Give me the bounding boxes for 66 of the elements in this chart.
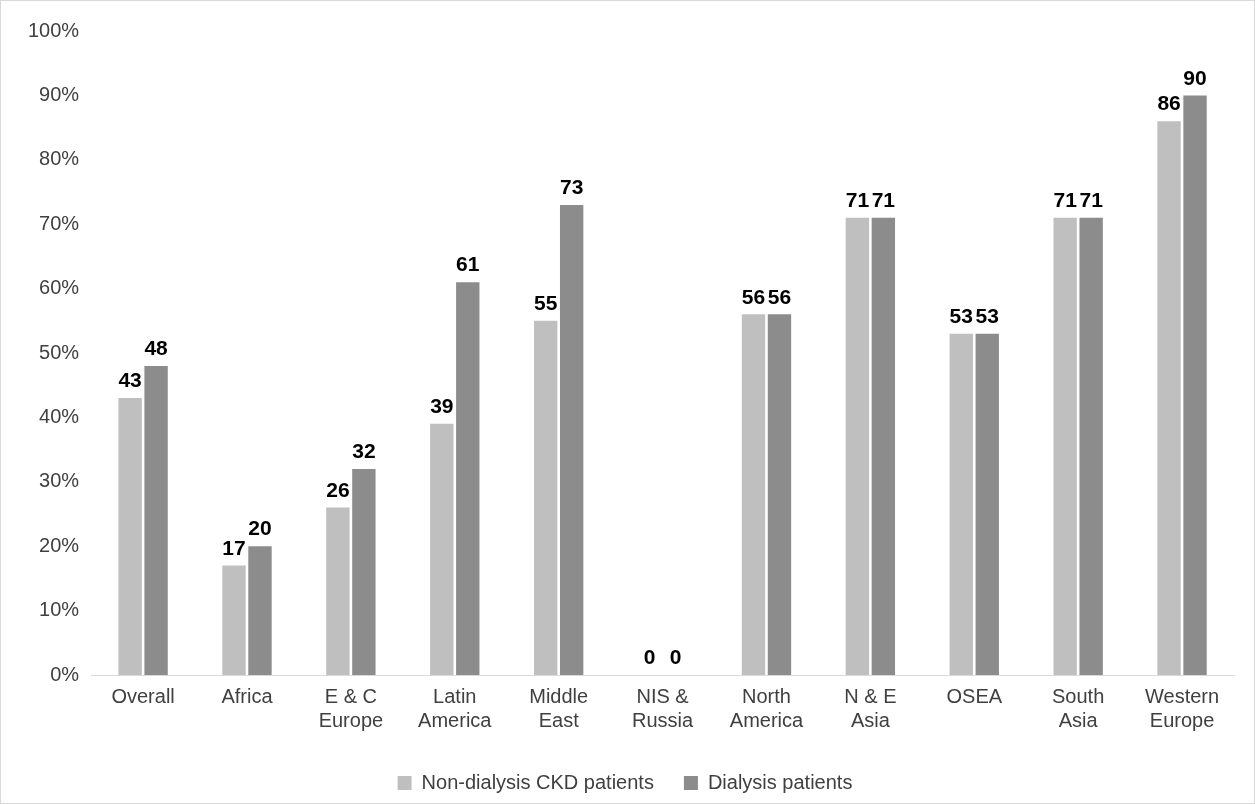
x-tick-label: N & E Asia [844,684,897,731]
legend-label: Non-dialysis CKD patients [421,770,654,793]
data-label: 71 [871,188,896,212]
bar [767,314,792,675]
y-tick-label: 100% [28,18,80,41]
bar [1053,217,1077,675]
bar [1157,121,1181,675]
data-label: 86 [1157,91,1181,115]
x-tick-label: Africa [221,684,274,707]
y-tick-label: 60% [39,276,80,299]
bar [871,217,896,675]
data-label: 56 [767,284,792,308]
data-label: 20 [248,516,272,540]
bar [248,546,272,675]
y-tick-label: 80% [39,147,80,170]
bar [949,333,973,675]
data-label: 26 [326,477,350,501]
data-label: 53 [975,303,999,327]
bar [559,204,584,675]
y-tick-label: 30% [39,469,80,492]
y-tick-label: 20% [39,533,80,556]
bar [456,282,480,675]
data-label: 48 [144,336,169,360]
bar [845,217,870,675]
data-label: 17 [222,535,246,559]
bar [1079,217,1103,675]
legend-label: Dialysis patients [707,770,853,793]
bar [534,320,558,675]
x-tick-label: South Asia [1052,684,1105,731]
data-label: 0 [669,645,682,669]
y-tick-label: 0% [50,662,80,685]
bar [352,468,376,675]
data-label: 32 [352,439,376,463]
data-label: 71 [845,188,870,212]
y-tick-label: 70% [39,211,80,234]
data-label: 61 [456,252,480,276]
y-tick-label: 10% [39,598,80,621]
x-tick-label: Latin America [418,684,493,731]
data-label: 56 [741,284,766,308]
data-label: 39 [430,394,454,418]
bar [144,365,168,675]
data-label: 90 [1183,65,1207,89]
data-label: 71 [1053,188,1078,212]
data-label: 53 [949,303,973,327]
x-tick-label: OSEA [946,684,1003,707]
x-tick-label: E & C Europe [318,684,384,731]
bar [222,565,246,675]
y-tick-label: 40% [39,404,80,427]
x-tick-label: Middle East [529,684,589,731]
y-tick-label: 50% [39,340,80,363]
data-label: 0 [643,645,656,669]
x-tick-label: Overall [111,684,175,707]
y-tick-label: 90% [39,82,80,105]
bar [741,314,766,675]
bar [430,423,454,675]
x-tick-label: Western Europe [1145,684,1220,731]
data-label: 43 [118,368,142,392]
bar [1183,95,1207,675]
x-tick-label: North America [729,684,805,731]
bar [326,507,350,675]
bar [975,333,999,675]
bar [118,398,142,675]
x-tick-label: NIS & Russia [632,684,695,731]
data-label: 55 [534,291,558,315]
data-label: 73 [559,175,584,199]
data-label: 71 [1079,188,1104,212]
